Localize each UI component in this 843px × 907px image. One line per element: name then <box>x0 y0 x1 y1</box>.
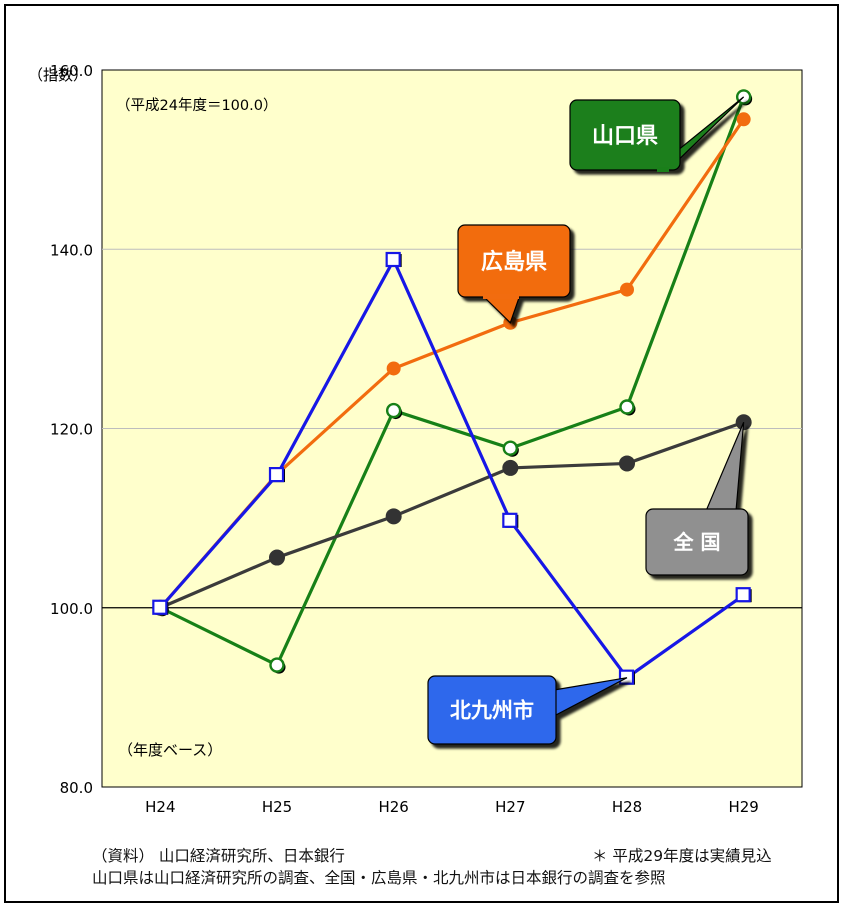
source-credit: （資料） 山口経済研究所、日本銀行 <box>92 847 345 865</box>
y-tick-label: 120.0 <box>50 421 93 439</box>
callout-box <box>645 508 749 576</box>
y-tick-label: 80.0 <box>60 779 93 797</box>
callout-label: 山口県 <box>592 124 658 149</box>
data-point <box>620 282 634 297</box>
series-line <box>159 420 745 610</box>
data-point <box>619 399 635 415</box>
callout-box <box>427 675 557 745</box>
x-tick-label: H24 <box>145 798 175 816</box>
callout-box <box>569 99 681 171</box>
callout-北九州市 <box>427 675 628 745</box>
callout-seam <box>483 294 519 299</box>
y-tick-label: 140.0 <box>50 241 93 259</box>
data-point <box>502 512 518 528</box>
callout-seam <box>657 167 669 172</box>
source-detail: 山口県は山口経済研究所の調査、全国・広島県・北九州市は日本銀行の調査を参照 <box>92 869 666 887</box>
x-tick-label: H26 <box>378 798 408 816</box>
data-point <box>385 402 402 419</box>
data-point <box>385 251 401 268</box>
callout-label: 広島県 <box>481 249 547 275</box>
callout-山口県 <box>569 96 745 171</box>
x-tick-label: H25 <box>262 798 292 816</box>
y-axis-unit: （指数） <box>28 66 88 84</box>
data-point <box>269 549 285 566</box>
data-point <box>269 657 285 673</box>
callout-label: 北九州市 <box>450 699 534 723</box>
estimate-note: ＊ 平成29年度は実績見込 <box>592 847 772 865</box>
data-point <box>502 440 519 456</box>
data-point <box>386 361 401 376</box>
fiscal-year-note: （年度ベース） <box>118 741 222 759</box>
data-point <box>152 599 168 615</box>
data-point <box>385 508 402 525</box>
y-tick-label: 100.0 <box>50 600 93 618</box>
data-point <box>619 455 635 472</box>
outer-frame <box>4 4 839 903</box>
y-tick-label: 160.0 <box>50 62 93 80</box>
callout-全 国 <box>645 421 749 576</box>
callout-label: 全 国 <box>673 530 721 554</box>
callout-広島県 <box>457 224 571 324</box>
x-tick-label: H27 <box>495 798 525 816</box>
data-point <box>736 112 751 127</box>
data-point <box>268 467 285 483</box>
data-point <box>735 587 751 603</box>
series-line <box>159 96 746 667</box>
series-line <box>159 258 745 680</box>
x-tick-label: H28 <box>612 798 642 816</box>
data-point <box>502 459 519 476</box>
x-tick-label: H29 <box>728 798 758 816</box>
base-year-note: （平成24年度＝100.0） <box>116 97 277 114</box>
